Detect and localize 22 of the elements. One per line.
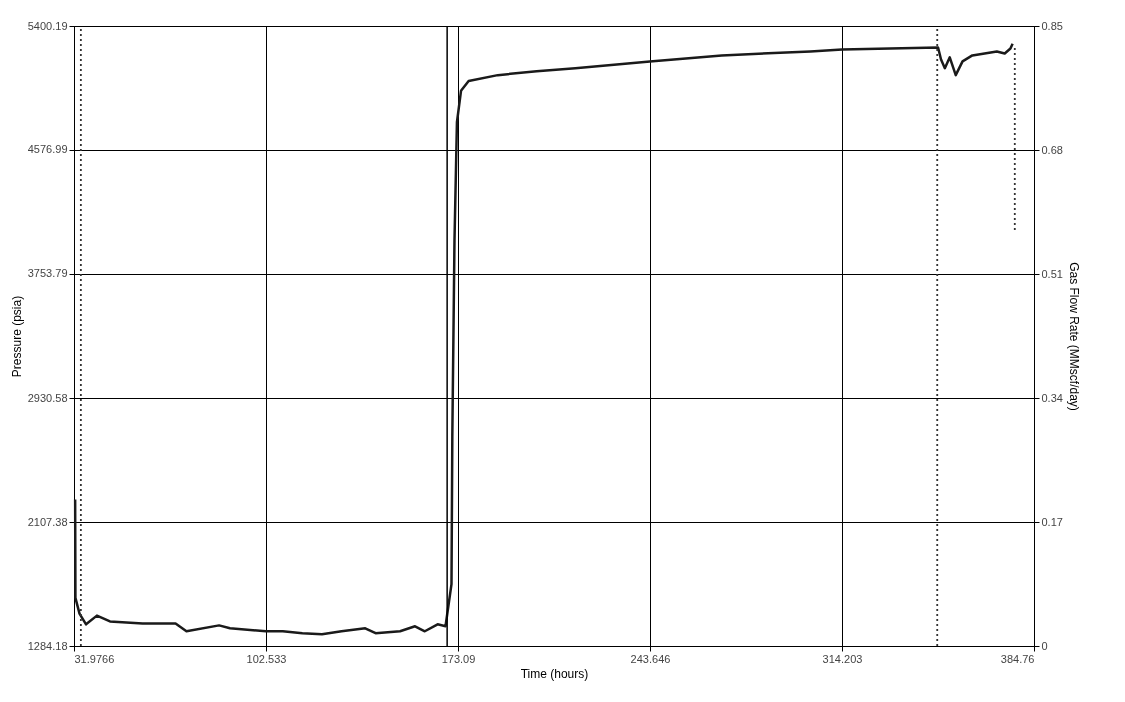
y2-axis-title: Gas Flow Rate (MMscf/day) [1066, 262, 1081, 411]
y2-tick-label: 0.34 [1041, 391, 1063, 404]
y2-tick-label: 0.17 [1041, 515, 1063, 528]
y-tick-label: 5400.19 [27, 19, 68, 32]
y-axis-title: Pressure (psia) [9, 295, 24, 378]
x-axis-title: Time (hours) [520, 666, 589, 681]
x-tick-label: 384.76 [1000, 652, 1035, 665]
y-tick-label: 2107.38 [27, 515, 68, 528]
x-tick-label: 314.203 [822, 652, 863, 665]
y2-tick-label: 0.68 [1041, 143, 1063, 156]
line-series [73, 42, 1014, 636]
x-tick-label: 102.533 [246, 652, 287, 665]
y2-tick-label: 0.85 [1041, 19, 1063, 32]
y-tick-label: 2930.58 [27, 391, 68, 404]
x-tick-label: 173.09 [441, 652, 476, 665]
y-tick-label: 1284.18 [27, 639, 68, 652]
x-tick-label: 31.9766 [74, 652, 115, 665]
y2-tick-label: 0 [1041, 639, 1048, 652]
y-tick-label: 4576.99 [27, 143, 68, 156]
y-tick-label: 3753.79 [27, 267, 68, 280]
x-tick-label: 243.646 [630, 652, 671, 665]
y2-tick-label: 0.51 [1041, 267, 1063, 280]
